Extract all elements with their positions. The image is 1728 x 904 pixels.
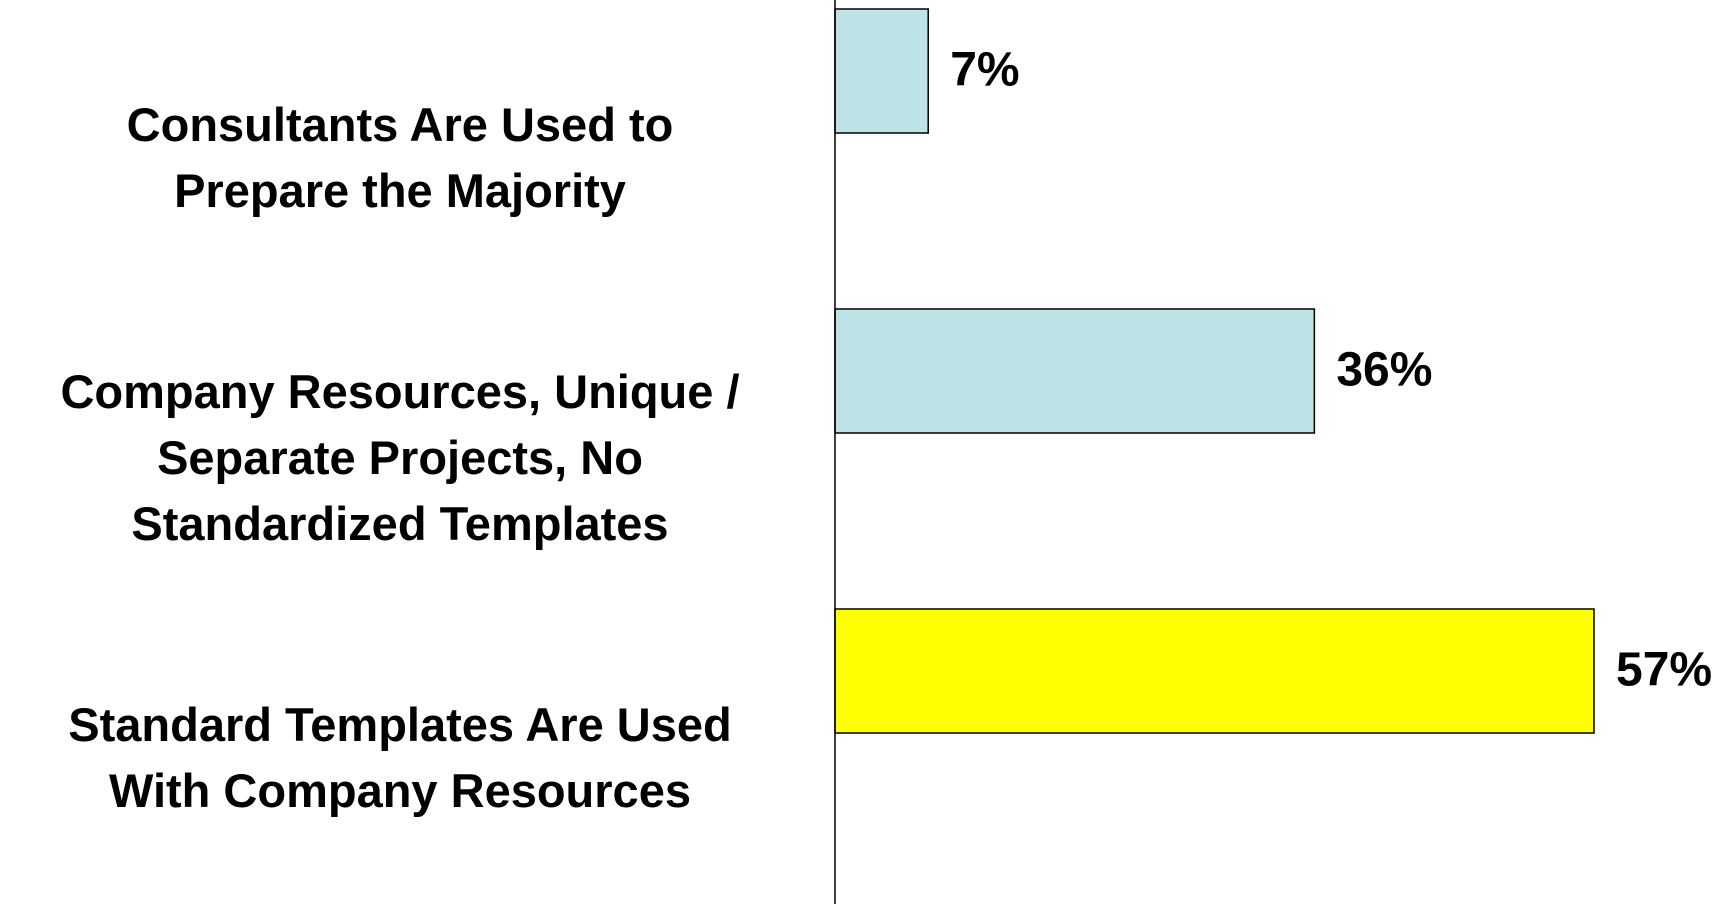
data-label: 36% <box>1336 344 1432 397</box>
category-label: Company Resources, Unique / Separate Pro… <box>60 365 740 550</box>
bar <box>834 608 1595 734</box>
bar <box>834 8 929 134</box>
bar <box>834 308 1316 434</box>
data-label: 57% <box>1616 644 1712 697</box>
data-label: 7% <box>950 44 1019 97</box>
category-label: Standard Templates Are Used With Company… <box>68 698 732 817</box>
category-label: Consultants Are Used to Prepare the Majo… <box>126 98 674 217</box>
